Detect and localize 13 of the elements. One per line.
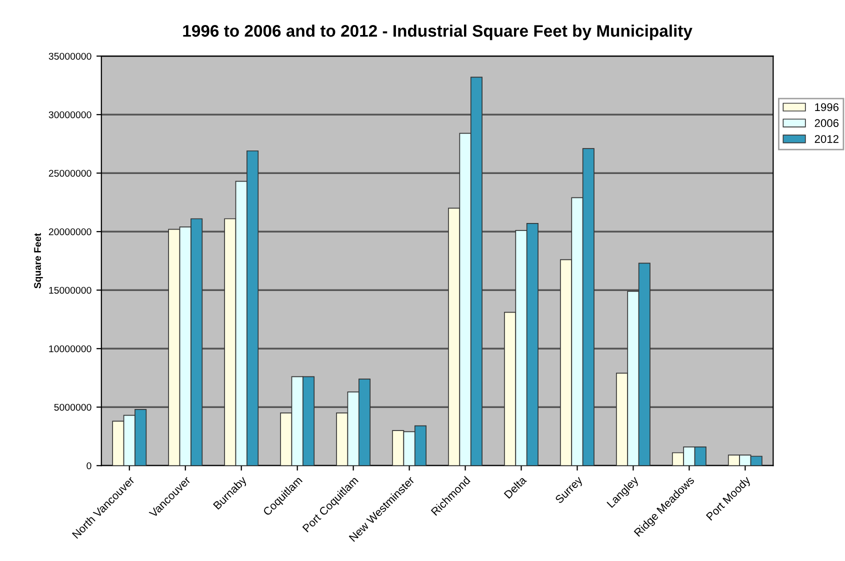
y-tick-label: 10000000 — [49, 345, 92, 352]
y-tick-label: 30000000 — [48, 111, 92, 118]
y-tick-label: 20000000 — [48, 228, 92, 236]
y-tick-label: 25000000 — [48, 170, 92, 177]
y-tick-label: 35000000 — [48, 52, 92, 60]
legend-label: 2006 — [814, 119, 839, 128]
legend-label: 1996 — [815, 103, 839, 112]
chart-title: 1996 to 2006 and to 2012 - Industrial Square Feet by Municipality — [183, 24, 692, 40]
legend-label: 2012 — [814, 135, 838, 143]
y-tick-label: 5000000 — [54, 404, 92, 411]
y-tick-label: 0 — [86, 462, 92, 470]
y-axis-title: Square Feet — [34, 233, 43, 288]
y-tick-label: 15000000 — [49, 286, 92, 294]
